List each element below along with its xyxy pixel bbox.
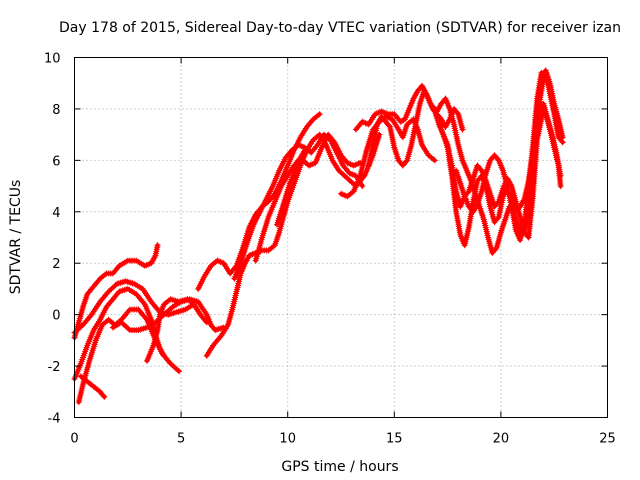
chart-title: Day 178 of 2015, Sidereal Day-to-day VTE… bbox=[59, 20, 621, 36]
series-markers bbox=[75, 306, 182, 406]
series-arc-6 bbox=[109, 296, 227, 334]
series-arc-10 bbox=[231, 131, 366, 282]
series-arc-11 bbox=[252, 147, 308, 264]
series-markers bbox=[231, 131, 366, 282]
series-markers bbox=[436, 100, 564, 249]
x-tick-label: 5 bbox=[177, 432, 185, 447]
x-tick-label: 25 bbox=[599, 432, 616, 447]
y-tick-label: 0 bbox=[52, 309, 60, 324]
y-tick-label: 10 bbox=[44, 52, 61, 67]
x-tick-label: 15 bbox=[386, 432, 403, 447]
series-trace bbox=[196, 112, 322, 291]
series-arc-15 bbox=[365, 87, 466, 169]
y-tick-label: -2 bbox=[48, 360, 61, 375]
y-tick-label: 8 bbox=[52, 103, 60, 118]
series-arc-3 bbox=[77, 373, 108, 400]
series-arc-9 bbox=[195, 111, 323, 292]
data-series bbox=[71, 67, 566, 406]
x-axis-title: GPS time / hours bbox=[281, 459, 398, 475]
series-markers bbox=[77, 373, 108, 400]
series-arc-8 bbox=[203, 131, 383, 359]
series-markers bbox=[144, 296, 210, 364]
y-tick-label: 6 bbox=[52, 154, 60, 169]
series-markers bbox=[252, 147, 308, 264]
series-markers bbox=[203, 131, 383, 359]
y-axis-title: SDTVAR / TECUs bbox=[8, 180, 24, 295]
series-arc-7 bbox=[144, 296, 210, 364]
series-markers bbox=[274, 131, 364, 228]
x-tick-label: 20 bbox=[493, 432, 510, 447]
y-tick-label: 2 bbox=[52, 257, 60, 272]
x-tick-label: 10 bbox=[279, 432, 296, 447]
series-markers bbox=[195, 111, 323, 292]
plot-frame bbox=[74, 57, 608, 418]
axis-ticks: 0 5 10 15 20 25 -4 -2 0 2 4 6 8 10 bbox=[44, 52, 616, 447]
series-arc-18 bbox=[436, 100, 564, 249]
series-arc-12 bbox=[274, 131, 364, 228]
x-tick-label: 0 bbox=[70, 432, 78, 447]
y-tick-label: 4 bbox=[52, 206, 60, 221]
series-arc-2 bbox=[75, 306, 182, 406]
y-tick-label: -4 bbox=[48, 412, 61, 427]
